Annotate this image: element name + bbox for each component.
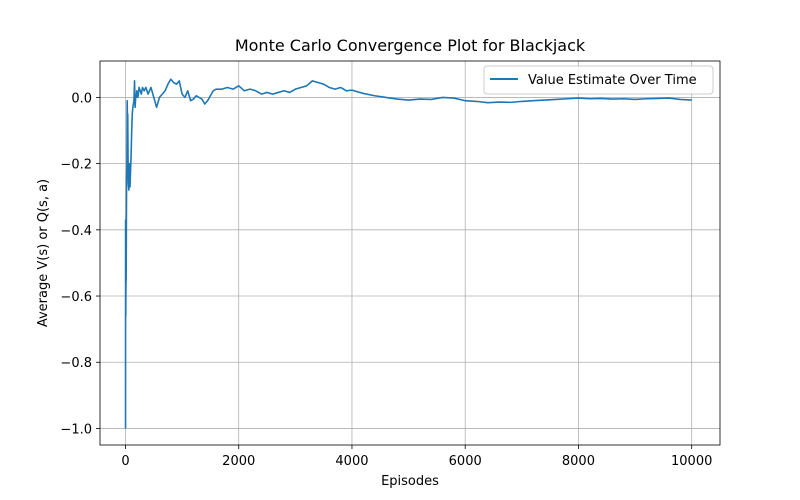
axes-layer xyxy=(99,60,721,446)
x-tick-label-2: 4000 xyxy=(335,454,368,469)
plot-frame xyxy=(99,60,721,446)
legend-box xyxy=(483,65,714,95)
grid-layer xyxy=(100,61,720,445)
y-tick-label-0: 0.0 xyxy=(71,91,92,106)
series-layer xyxy=(124,78,692,429)
x-axis-label: Episodes xyxy=(381,474,439,489)
legend: Value Estimate Over Time xyxy=(483,65,714,95)
ticks-layer: 0 2000 4000 6000 8000 10000 0.0 −0.2 −0.4 −0.6 −0.… xyxy=(60,91,712,469)
chart-title: Monte Carlo Convergence Plot for Blackja… xyxy=(235,36,586,55)
x-tick-label-1: 2000 xyxy=(222,454,255,469)
y-tick-label-3: −0.6 xyxy=(60,290,92,305)
x-tick-label-5: 10000 xyxy=(671,454,712,469)
y-tick-label-1: −0.2 xyxy=(60,158,92,173)
y-tick-label-4: −0.8 xyxy=(60,356,92,371)
x-tick-label-3: 6000 xyxy=(449,454,482,469)
y-tick-label-2: −0.4 xyxy=(60,224,92,239)
x-tick-label-0: 0 xyxy=(121,454,129,469)
y-axis-label: Average V(s) or Q(s, a) xyxy=(36,179,51,327)
x-tick-label-4: 8000 xyxy=(562,454,595,469)
series-line-0 xyxy=(124,78,692,429)
legend-label: Value Estimate Over Time xyxy=(528,73,697,88)
y-tick-label-5: −1.0 xyxy=(60,422,92,437)
